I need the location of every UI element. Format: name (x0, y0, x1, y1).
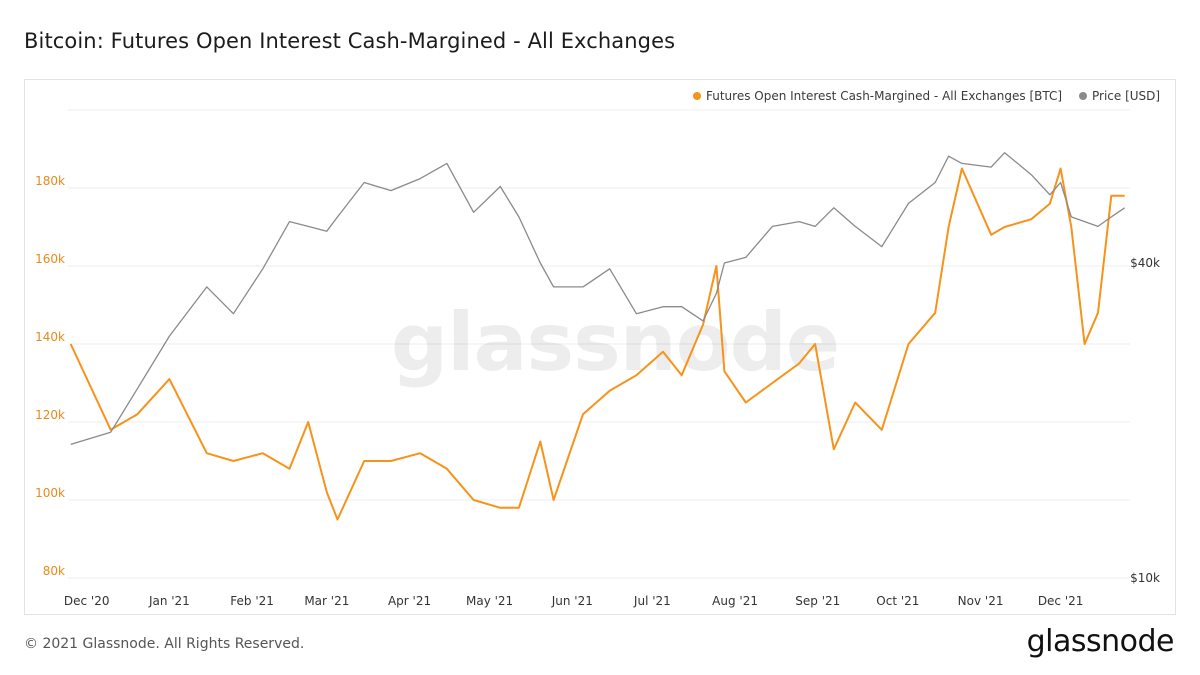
y-left-tick-label: 180k (35, 174, 65, 188)
x-tick-label: Jul '21 (633, 594, 671, 608)
legend-oi-label[interactable]: Futures Open Interest Cash-Margined - Al… (706, 89, 1062, 103)
x-tick-label: Feb '21 (230, 594, 274, 608)
watermark-text: glassnode (391, 296, 839, 389)
y-left-tick-label: 120k (35, 408, 65, 422)
y-right-tick-label: $10k (1130, 571, 1160, 585)
x-tick-label: Mar '21 (304, 594, 349, 608)
x-tick-label: Sep '21 (795, 594, 840, 608)
x-tick-label: May '21 (466, 594, 513, 608)
x-tick-label: Jun '21 (551, 594, 593, 608)
y-left-tick-label: 160k (35, 252, 65, 266)
price-line (70, 152, 1126, 446)
x-tick-label: Aug '21 (712, 594, 758, 608)
x-tick-label: Dec '21 (1038, 594, 1084, 608)
x-tick-label: Apr '21 (388, 594, 431, 608)
y-right-tick-label: $40k (1130, 256, 1160, 270)
y-left-tick-label: 100k (35, 486, 65, 500)
x-tick-label: Dec '20 (64, 594, 110, 608)
chart-title: Bitcoin: Futures Open Interest Cash-Marg… (24, 29, 676, 53)
y-left-tick-label: 140k (35, 330, 65, 344)
x-tick-label: Nov '21 (958, 594, 1004, 608)
legend-oi-marker (693, 92, 701, 100)
open-interest-line (69, 167, 1125, 521)
copyright-notice: © 2021 Glassnode. All Rights Reserved. (24, 636, 305, 652)
x-tick-label: Oct '21 (876, 594, 919, 608)
legend-price-label[interactable]: Price [USD] (1092, 89, 1160, 103)
chart-frame: glassnode 80k 100k 120k 140k 160k 180k $10k $40k… (24, 79, 1176, 615)
y-left-tick-label: 80k (43, 564, 65, 578)
line-chart: glassnode 80k 100k 120k 140k 160k 180k $10k $40k… (35, 89, 1160, 608)
legend-price-marker (1079, 92, 1087, 100)
x-tick-label: Jan '21 (148, 594, 190, 608)
glassnode-logo[interactable]: glassnode (1026, 624, 1175, 659)
